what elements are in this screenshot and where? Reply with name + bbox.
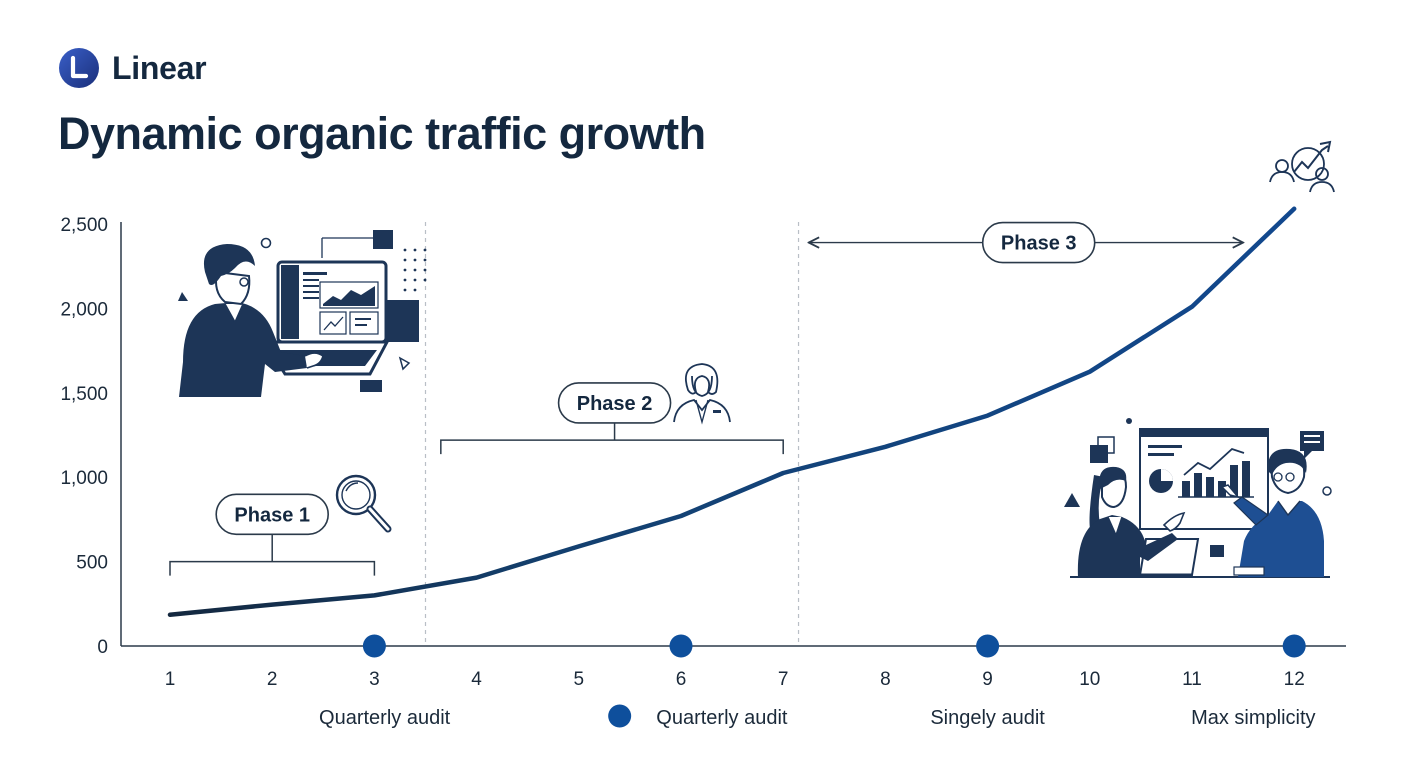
phase-bracket (169, 560, 376, 576)
x-tick-label: 8 (880, 669, 891, 690)
y-tick-label: 2,500 (60, 215, 108, 236)
audit-marker (362, 634, 386, 658)
y-tick-label: 1,000 (60, 468, 108, 489)
phase-label: Phase 2 (577, 393, 653, 415)
x-tick-label: 10 (1079, 669, 1100, 690)
team-presentation-illustration (1064, 418, 1332, 578)
traffic-series-line (167, 206, 1297, 618)
x-tick-label: 3 (369, 669, 380, 690)
legend-dot (608, 704, 632, 728)
phase-pill (215, 493, 329, 536)
x-tick-label: 6 (676, 669, 687, 690)
linear-logo-icon (59, 48, 99, 88)
audit-label: Max simplicity (1191, 707, 1315, 729)
x-tick-label: 7 (778, 669, 789, 690)
audit-marker (669, 634, 693, 658)
phase-bracket (440, 439, 784, 455)
y-tick-label: 0 (97, 637, 108, 658)
phase-label: Phase 3 (1001, 233, 1077, 255)
y-tick-label: 1,500 (60, 384, 108, 405)
x-tick-label: 2 (267, 669, 278, 690)
magnifier-icon (335, 474, 392, 533)
audit-label: Quarterly audit (319, 707, 451, 729)
audit-marker (976, 634, 1000, 658)
audit-label: Quarterly audit (656, 707, 788, 729)
x-tick-label: 12 (1284, 669, 1305, 690)
x-tick-label: 4 (471, 669, 482, 690)
audit-marker (1282, 634, 1306, 658)
phase-label: Phase 1 (234, 504, 310, 526)
audit-label: Singely audit (930, 707, 1045, 729)
phase-pill (981, 221, 1096, 264)
y-tick-label: 2,000 (60, 299, 108, 320)
y-tick-label: 500 (76, 553, 108, 574)
chart-title: Dynamic organic traffic growth (58, 108, 706, 159)
woman-avatar-icon (673, 363, 731, 425)
brand-name: Linear (112, 49, 207, 86)
brand: Linear (58, 47, 207, 89)
x-tick-label: 5 (574, 669, 585, 690)
phase-pill (557, 382, 672, 424)
x-tick-label: 9 (982, 669, 993, 690)
x-tick-label: 1 (165, 669, 176, 690)
analyst-laptop-illustration (178, 230, 427, 397)
x-tick-label: 11 (1182, 669, 1202, 690)
users-growth-icon (1269, 140, 1335, 193)
